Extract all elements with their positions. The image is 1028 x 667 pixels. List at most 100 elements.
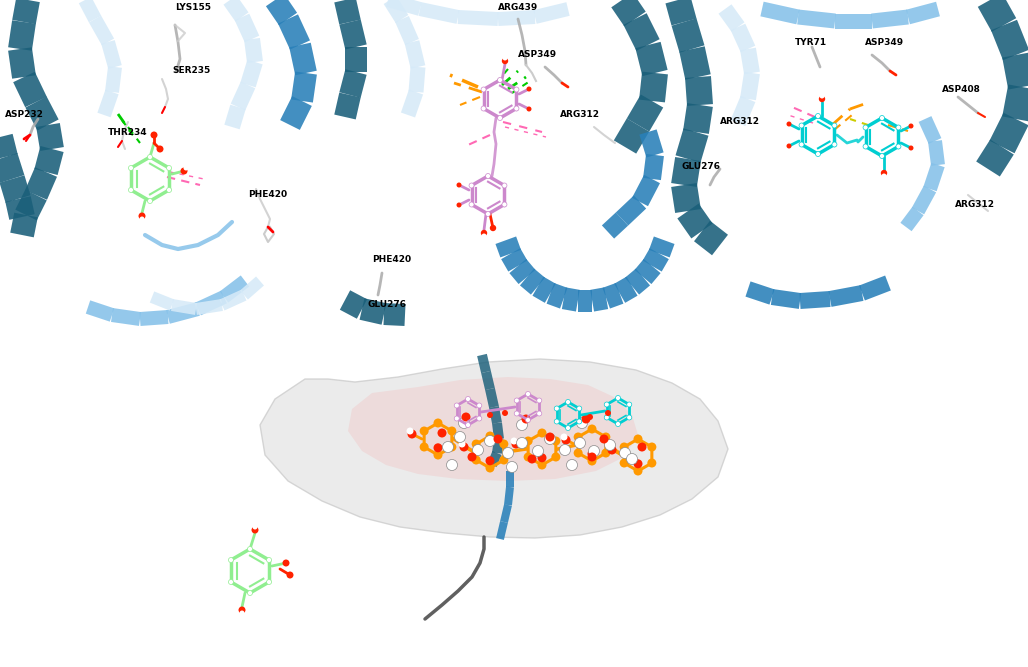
Circle shape (574, 432, 583, 442)
Circle shape (485, 211, 490, 217)
Polygon shape (829, 285, 864, 307)
Circle shape (588, 446, 599, 456)
Polygon shape (105, 66, 122, 93)
Circle shape (516, 420, 527, 430)
Polygon shape (797, 9, 836, 29)
Circle shape (599, 434, 609, 444)
Polygon shape (731, 96, 756, 126)
Circle shape (525, 418, 530, 422)
Circle shape (554, 419, 559, 424)
Polygon shape (241, 277, 264, 299)
Circle shape (472, 456, 481, 464)
Circle shape (560, 434, 567, 440)
Text: TYR71: TYR71 (795, 38, 828, 47)
Circle shape (523, 436, 533, 446)
Circle shape (601, 448, 611, 458)
Polygon shape (15, 189, 46, 220)
Polygon shape (680, 46, 710, 80)
Circle shape (554, 406, 559, 411)
Polygon shape (220, 289, 247, 310)
Circle shape (527, 454, 537, 464)
Polygon shape (223, 0, 249, 21)
Circle shape (283, 560, 290, 566)
Circle shape (481, 230, 487, 236)
Circle shape (538, 460, 547, 470)
Circle shape (502, 183, 507, 188)
Circle shape (633, 434, 642, 444)
Polygon shape (625, 269, 650, 295)
Polygon shape (457, 10, 499, 26)
Circle shape (128, 165, 134, 171)
Circle shape (469, 183, 474, 188)
Polygon shape (85, 300, 114, 321)
Polygon shape (500, 504, 512, 523)
Circle shape (477, 416, 482, 421)
Polygon shape (510, 259, 536, 284)
Circle shape (248, 546, 253, 552)
Circle shape (446, 460, 457, 470)
Circle shape (909, 123, 914, 129)
Polygon shape (383, 303, 405, 326)
Polygon shape (912, 185, 937, 214)
Polygon shape (520, 269, 545, 295)
Circle shape (832, 142, 837, 147)
Circle shape (266, 558, 271, 562)
Circle shape (438, 428, 446, 438)
Circle shape (896, 144, 901, 149)
Polygon shape (671, 18, 704, 53)
Polygon shape (387, 0, 421, 16)
Circle shape (582, 414, 590, 424)
Polygon shape (195, 299, 223, 315)
Circle shape (167, 187, 172, 193)
Circle shape (561, 436, 571, 444)
Circle shape (537, 411, 542, 416)
Polygon shape (220, 275, 249, 303)
Circle shape (551, 436, 560, 446)
Text: ASP349: ASP349 (865, 38, 904, 47)
Circle shape (466, 422, 471, 428)
Polygon shape (634, 259, 661, 284)
Polygon shape (224, 105, 246, 129)
Polygon shape (978, 0, 1017, 32)
Polygon shape (684, 103, 712, 134)
Circle shape (575, 438, 586, 448)
Polygon shape (623, 13, 660, 51)
Circle shape (456, 203, 462, 207)
Polygon shape (111, 308, 141, 326)
Polygon shape (383, 0, 408, 23)
Circle shape (537, 398, 542, 403)
Circle shape (526, 87, 531, 91)
Circle shape (786, 143, 792, 149)
Text: PHE420: PHE420 (248, 190, 287, 199)
Polygon shape (36, 123, 64, 151)
Polygon shape (5, 196, 35, 220)
Polygon shape (616, 195, 647, 225)
Circle shape (503, 55, 508, 61)
Polygon shape (835, 13, 872, 29)
Polygon shape (339, 19, 367, 49)
Circle shape (601, 432, 611, 442)
Circle shape (514, 398, 519, 403)
Polygon shape (339, 69, 367, 98)
Circle shape (881, 170, 887, 176)
Circle shape (538, 454, 547, 462)
Polygon shape (8, 20, 36, 51)
Polygon shape (923, 163, 945, 191)
Polygon shape (502, 248, 527, 271)
Polygon shape (685, 76, 713, 106)
Polygon shape (601, 212, 628, 239)
Polygon shape (977, 139, 1014, 177)
Circle shape (503, 448, 514, 458)
Polygon shape (590, 287, 609, 311)
Polygon shape (533, 277, 556, 303)
Circle shape (466, 396, 471, 402)
Circle shape (620, 458, 629, 468)
Polygon shape (665, 0, 697, 25)
Circle shape (484, 436, 495, 446)
Circle shape (485, 464, 494, 472)
Polygon shape (506, 471, 514, 487)
Text: GLU276: GLU276 (368, 300, 407, 309)
Polygon shape (88, 15, 114, 45)
Polygon shape (340, 290, 367, 319)
Circle shape (481, 87, 486, 92)
